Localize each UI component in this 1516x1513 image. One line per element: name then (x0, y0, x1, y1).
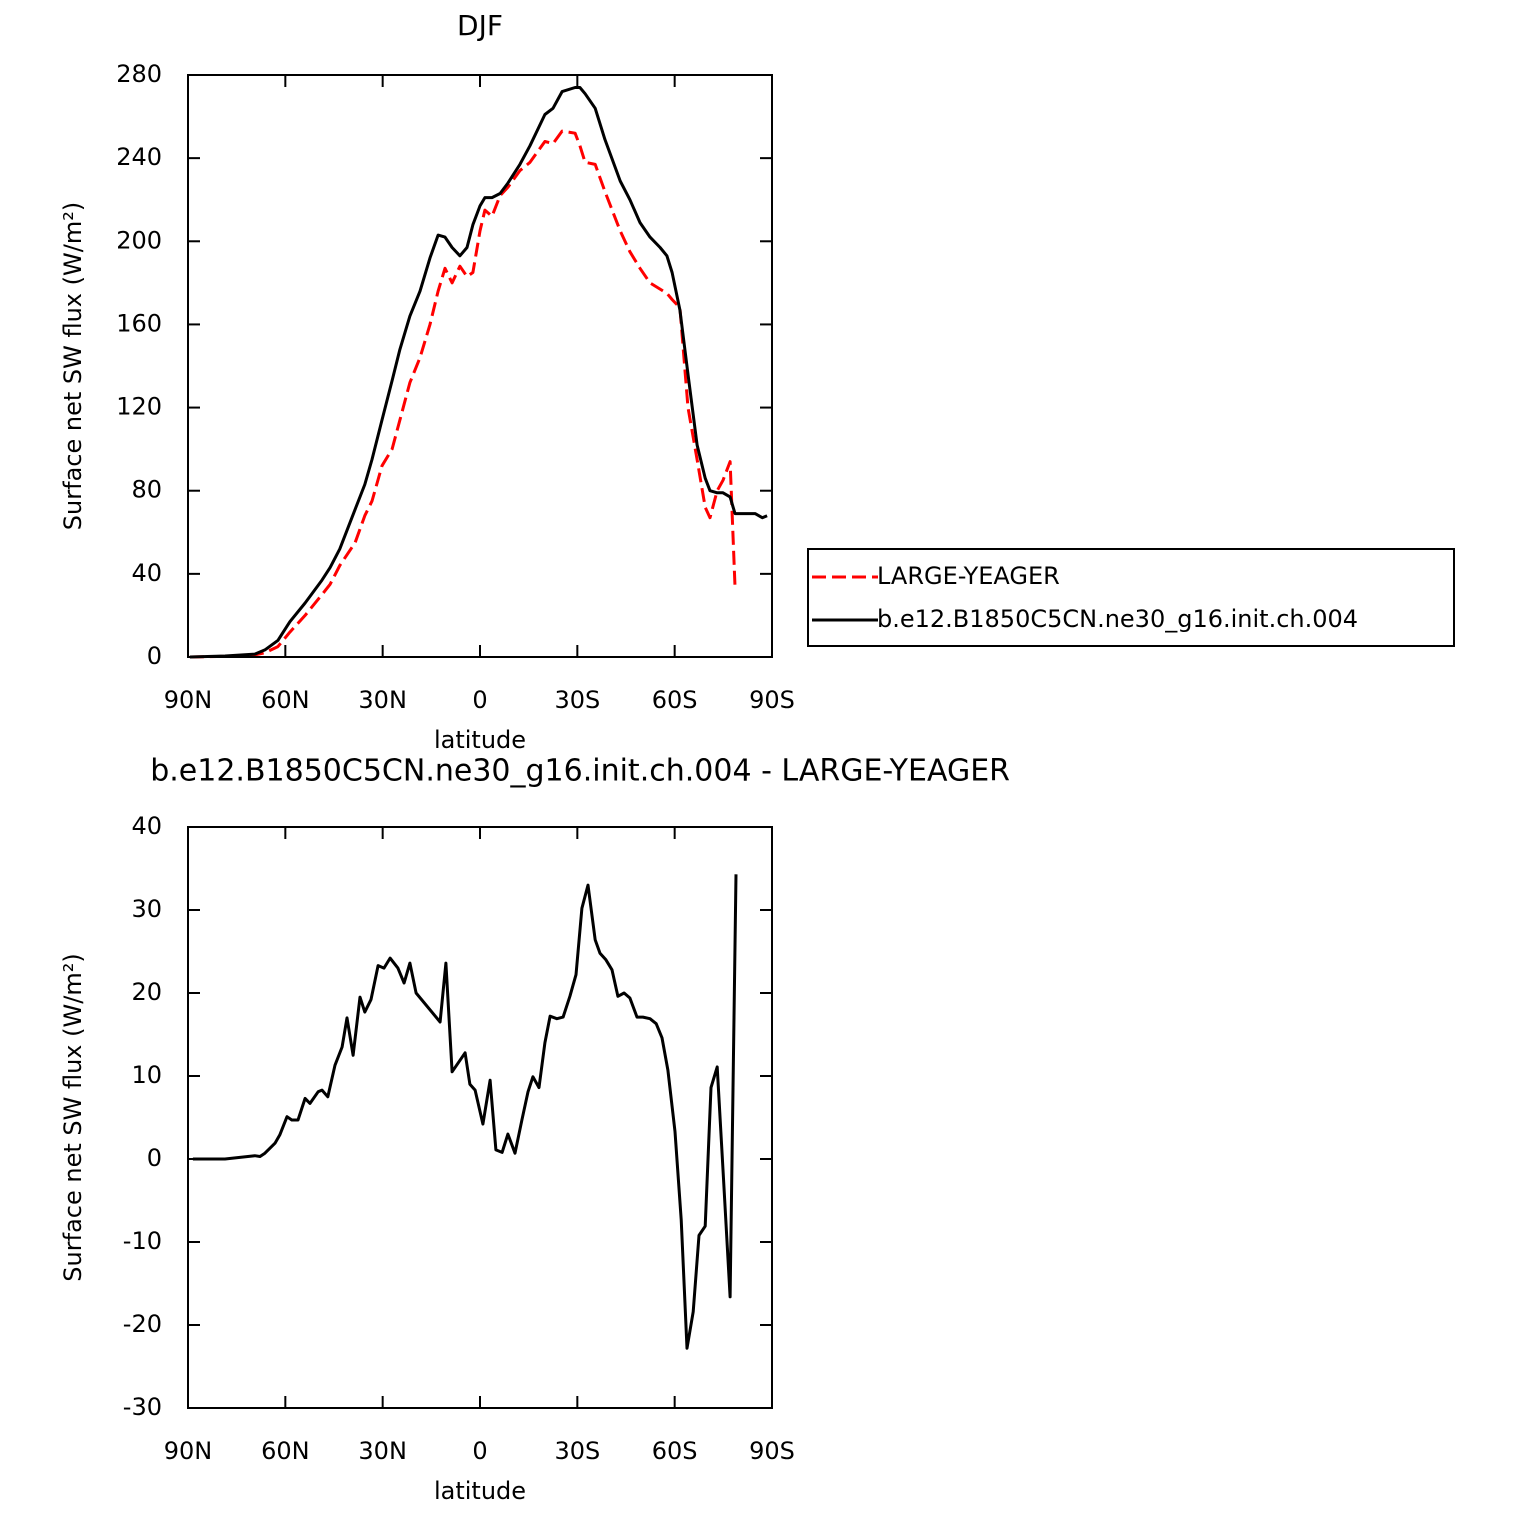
y-tick-label: 120 (116, 393, 162, 421)
y-tick-label: -10 (123, 1227, 162, 1255)
y-tick-label: 40 (131, 812, 162, 840)
y-tick-label: 40 (131, 559, 162, 587)
x-tick-label: 30N (358, 686, 407, 714)
x-tick-label: 90S (749, 686, 795, 714)
data-line (192, 874, 738, 1350)
y-tick-label: 80 (131, 476, 162, 504)
x-tick-label: 30S (554, 1437, 600, 1465)
x-tick-label: 30N (358, 1437, 407, 1465)
y-tick-label: -20 (123, 1310, 162, 1338)
plot-frame (187, 826, 773, 1409)
y-tick-label: 0 (147, 642, 162, 670)
y-tick-label: 0 (147, 1144, 162, 1172)
x-tick-label: 90S (749, 1437, 795, 1465)
y-axis-label: Surface net SW flux (W/m²) (59, 202, 87, 530)
x-axis-label: latitude (434, 726, 526, 754)
chart-title: b.e12.B1850C5CN.ne30_g16.init.ch.004 - L… (150, 754, 1010, 789)
x-tick-label: 60N (261, 686, 310, 714)
data-line (189, 129, 737, 659)
x-tick-label: 30S (554, 686, 600, 714)
plot-frame (187, 74, 773, 658)
y-tick-label: 10 (131, 1061, 162, 1089)
legend-label: LARGE-YEAGER (877, 562, 1060, 590)
y-tick-label: 280 (116, 60, 162, 88)
y-axis-label: Surface net SW flux (W/m²) (59, 953, 87, 1281)
x-tick-label: 60S (652, 1437, 698, 1465)
x-tick-label: 0 (472, 1437, 487, 1465)
x-tick-label: 0 (472, 686, 487, 714)
y-tick-label: 160 (116, 309, 162, 337)
x-tick-label: 60S (652, 686, 698, 714)
y-tick-label: 240 (116, 143, 162, 171)
x-tick-label: 90N (164, 1437, 213, 1465)
x-tick-label: 90N (164, 686, 213, 714)
data-line (189, 86, 768, 659)
y-tick-label: -30 (123, 1393, 162, 1421)
y-tick-label: 30 (131, 895, 162, 923)
y-tick-label: 20 (131, 978, 162, 1006)
legend-box (807, 548, 1455, 647)
chart-title: DJF (457, 9, 503, 42)
legend-label: b.e12.B1850C5CN.ne30_g16.init.ch.004 (877, 605, 1358, 633)
y-tick-label: 200 (116, 226, 162, 254)
x-axis-label: latitude (434, 1477, 526, 1505)
x-tick-label: 60N (261, 1437, 310, 1465)
